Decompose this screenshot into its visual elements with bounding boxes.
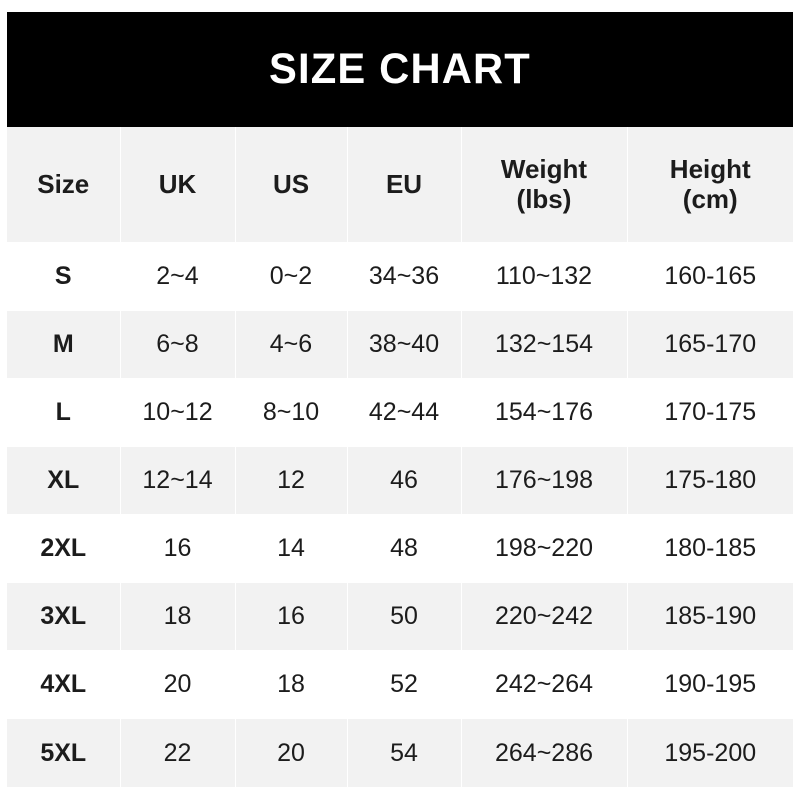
cell-size: 3XL <box>7 582 121 652</box>
title-banner: SIZE CHART <box>7 12 793 127</box>
column-header-weight-unit: (lbs) <box>516 184 572 215</box>
table-row: 4XL 20 18 52 242~264 190-195 <box>7 650 793 720</box>
cell-height: 180-185 <box>627 514 793 584</box>
cell-height: 170-175 <box>627 378 793 447</box>
cell-uk: 12~14 <box>120 446 236 516</box>
cell-uk: 20 <box>120 650 236 720</box>
column-header-weight-label: Weight <box>500 153 588 184</box>
column-header-eu-label: EU <box>385 168 423 199</box>
page-title: SIZE CHART <box>269 45 531 93</box>
cell-weight: 154~176 <box>461 378 628 447</box>
table-row: S 2~4 0~2 34~36 110~132 160-165 <box>7 242 793 311</box>
column-header-us-label: US <box>272 168 310 199</box>
cell-height: 185-190 <box>627 582 793 652</box>
cell-us: 20 <box>235 718 348 787</box>
cell-weight: 198~220 <box>461 514 628 584</box>
cell-size: 5XL <box>7 718 121 787</box>
table-row: XL 12~14 12 46 176~198 175-180 <box>7 446 793 516</box>
cell-weight: 132~154 <box>461 310 628 379</box>
cell-height: 190-195 <box>627 650 793 720</box>
cell-height: 195-200 <box>664 738 757 767</box>
cell-weight: 110~132 <box>461 242 628 311</box>
column-header-weight: Weight (lbs) <box>461 127 628 243</box>
cell-uk: 22 <box>120 718 236 787</box>
cell-us: 4~6 <box>235 310 348 379</box>
cell-size: 2XL <box>7 514 121 584</box>
cell-uk: 16 <box>120 514 236 584</box>
cell-weight: 220~242 <box>461 582 628 652</box>
table-row: 5XL 22 20 54 264~286 195-200 <box>7 718 793 787</box>
cell-weight: 242~264 <box>461 650 628 720</box>
cell-uk: 2~4 <box>120 242 236 311</box>
cell-size: 4XL <box>7 650 121 720</box>
cell-height: 175-180 <box>627 446 793 516</box>
cell-eu: 50 <box>347 582 462 652</box>
column-header-uk: UK <box>120 127 236 243</box>
cell-uk: 6~8 <box>120 310 236 379</box>
column-header-uk-label: UK <box>158 168 197 199</box>
cell-height: 165-170 <box>627 310 793 379</box>
cell-eu: 42~44 <box>347 378 462 447</box>
cell-height: 160-165 <box>627 242 793 311</box>
cell-size: M <box>7 310 121 379</box>
column-header-eu: EU <box>347 127 462 243</box>
cell-eu: 52 <box>347 650 462 720</box>
size-chart-table: Size UK US EU Weight (lbs) <box>7 127 793 787</box>
column-header-size: Size <box>7 127 121 243</box>
cell-uk: 18 <box>120 582 236 652</box>
cell-weight: 176~198 <box>461 446 628 516</box>
column-header-height-unit: (cm) <box>682 184 738 215</box>
cell-eu: 34~36 <box>347 242 462 311</box>
cell-eu: 46 <box>347 446 462 516</box>
table-row: M 6~8 4~6 38~40 132~154 165-170 <box>7 310 793 379</box>
column-header-size-label: Size <box>37 168 90 199</box>
cell-us: 0~2 <box>235 242 348 311</box>
header-row: Size UK US EU Weight (lbs) <box>7 127 793 243</box>
table-row: L 10~12 8~10 42~44 154~176 170-175 <box>7 378 793 447</box>
cell-size: S <box>7 242 121 311</box>
table-header: Size UK US EU Weight (lbs) <box>7 127 793 243</box>
table-row: 2XL 16 14 48 198~220 180-185 <box>7 514 793 584</box>
cell-uk: 10~12 <box>120 378 236 447</box>
cell-us: 8~10 <box>235 378 348 447</box>
cell-us: 18 <box>235 650 348 720</box>
column-header-height-label: Height <box>669 153 751 184</box>
cell-eu: 54 <box>347 718 462 787</box>
table-body: S 2~4 0~2 34~36 110~132 160-165 M 6~8 4~… <box>7 242 793 787</box>
cell-weight: 264~286 <box>461 718 628 787</box>
cell-size: L <box>7 378 121 447</box>
cell-size: XL <box>7 446 121 516</box>
cell-eu: 48 <box>347 514 462 584</box>
column-header-us: US <box>235 127 348 243</box>
cell-us: 16 <box>235 582 348 652</box>
column-header-height: Height (cm) <box>627 127 793 243</box>
size-chart-table-wrapper: Size UK US EU Weight (lbs) <box>7 127 793 787</box>
cell-us: 12 <box>235 446 348 516</box>
cell-us: 14 <box>235 514 348 584</box>
table-row: 3XL 18 16 50 220~242 185-190 <box>7 582 793 652</box>
cell-eu: 38~40 <box>347 310 462 379</box>
